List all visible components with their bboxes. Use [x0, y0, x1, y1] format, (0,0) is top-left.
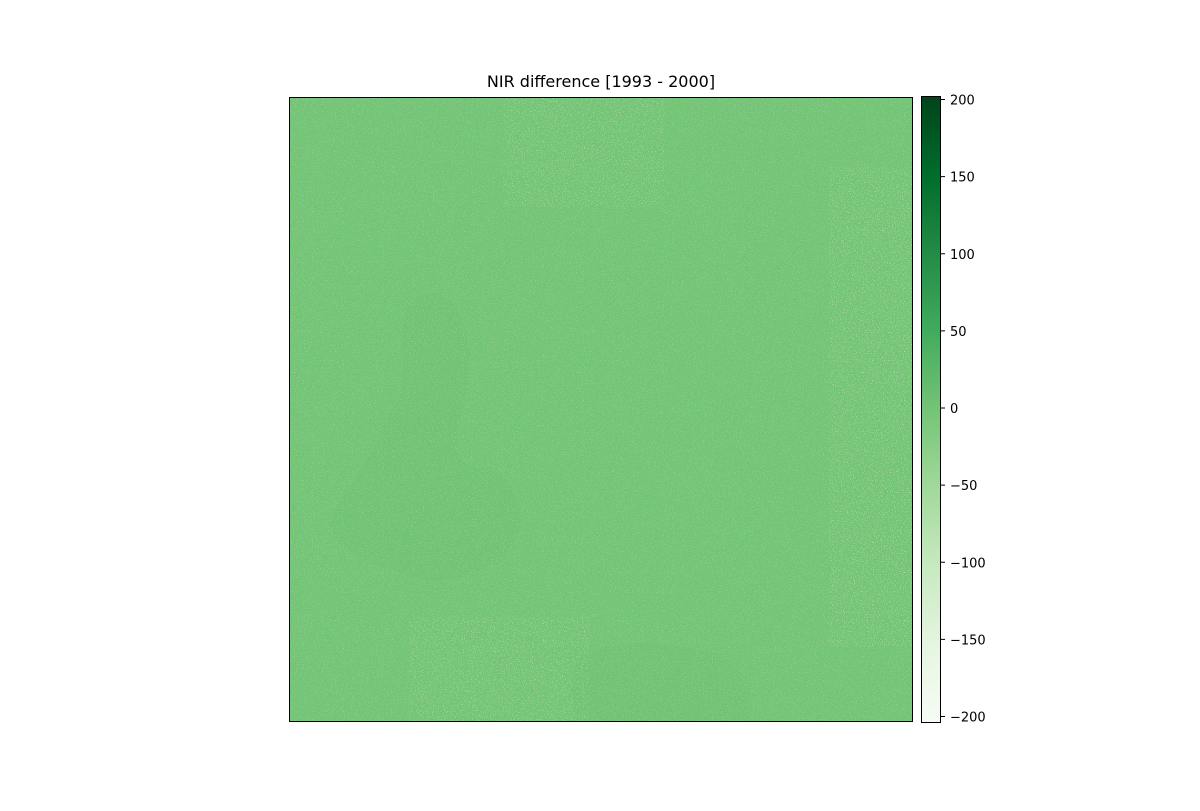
- colorbar-tick-label: −100: [950, 556, 986, 571]
- colorbar-tick-label: 200: [950, 94, 975, 109]
- heatmap-frame: [289, 97, 913, 722]
- colorbar-tick-label: −200: [950, 711, 986, 726]
- colorbar-tick-label: 0: [950, 402, 958, 417]
- colorbar-tick-label: −150: [950, 633, 986, 648]
- heatmap-texture-zone-right: [829, 167, 913, 647]
- colorbar-tick-label: 150: [950, 171, 975, 186]
- colorbar: 200 150 100 50 0 −50 −100 −150 −200: [921, 94, 986, 726]
- colorbar-tick-label: 100: [950, 248, 975, 263]
- heatmap-texture-zone-top: [504, 97, 664, 207]
- heatmap-image: [289, 97, 913, 722]
- heatmap-texture-zone-bottom: [409, 617, 589, 722]
- chart-title: NIR difference [1993 - 2000]: [486, 72, 716, 91]
- colorbar-tick-label: 50: [950, 325, 967, 340]
- colorbar-gradient: [921, 96, 941, 723]
- colorbar-ticks: 200 150 100 50 0 −50 −100 −150 −200: [941, 94, 986, 726]
- colorbar-tick-label: −50: [950, 479, 977, 494]
